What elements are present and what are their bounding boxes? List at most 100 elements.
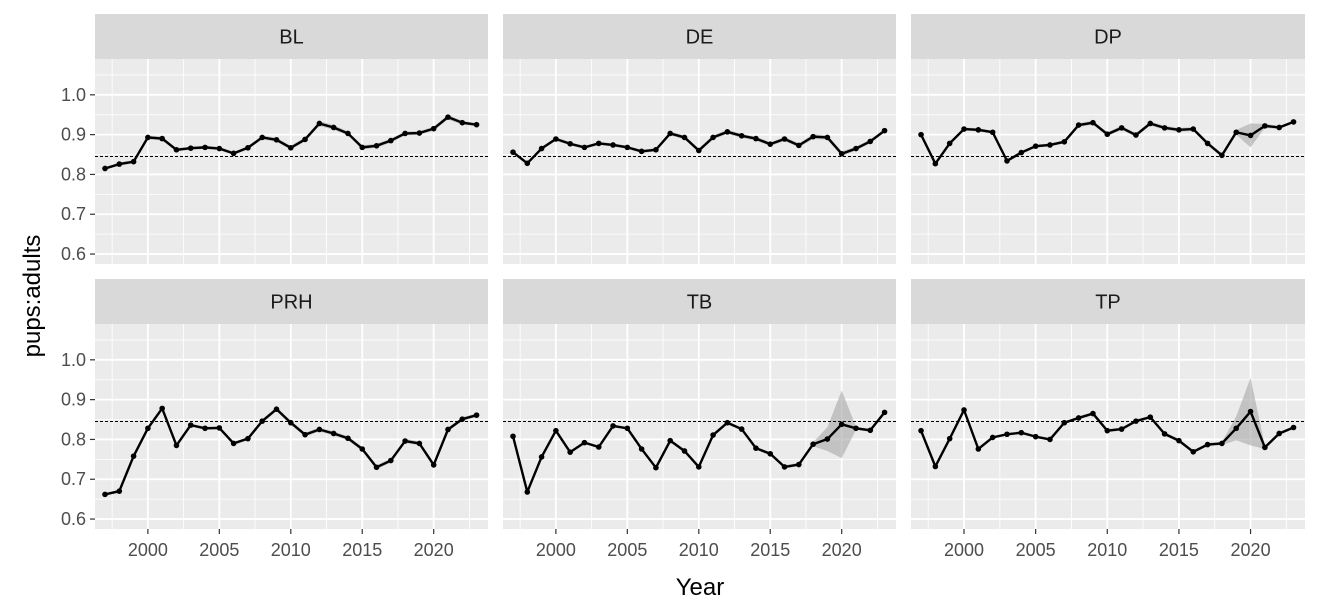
data-point xyxy=(1262,123,1268,129)
data-point xyxy=(932,463,939,470)
data-point xyxy=(1161,125,1168,131)
panel-bl: BL xyxy=(95,14,488,264)
data-point xyxy=(202,144,208,151)
facet-panels: BL DE DP PRH TB TP xyxy=(95,14,1305,529)
data-point xyxy=(975,446,982,452)
data-point xyxy=(173,442,180,449)
data-point xyxy=(738,426,745,432)
data-point xyxy=(1161,431,1168,437)
data-point xyxy=(667,130,674,137)
facet-label: BL xyxy=(279,27,303,49)
data-point xyxy=(1204,140,1211,147)
y-tick-label: 1.0 xyxy=(61,85,86,105)
data-point xyxy=(416,440,423,447)
data-point xyxy=(824,436,831,442)
data-point xyxy=(473,121,480,128)
panel-de: DE xyxy=(503,14,896,264)
data-point xyxy=(738,133,745,139)
data-point xyxy=(116,488,123,494)
y-tick-label: 0.8 xyxy=(61,429,86,449)
data-point xyxy=(330,430,337,437)
data-point xyxy=(216,145,223,152)
data-point xyxy=(1133,132,1139,138)
data-point xyxy=(581,144,588,151)
x-tick-label: 2020 xyxy=(414,540,454,560)
data-point xyxy=(710,134,716,141)
data-point xyxy=(230,440,237,447)
data-point xyxy=(1262,444,1268,451)
data-point xyxy=(1004,158,1010,164)
data-point xyxy=(1147,120,1154,127)
y-tick-label: 0.8 xyxy=(61,164,86,184)
x-tick-label: 2005 xyxy=(607,540,647,560)
panel-dp: DP xyxy=(911,14,1305,264)
data-point xyxy=(681,448,688,454)
y-tick-label: 1.0 xyxy=(61,350,86,370)
data-point xyxy=(932,160,939,167)
data-point xyxy=(918,427,924,434)
x-tick-label: 2015 xyxy=(750,540,790,560)
data-point xyxy=(473,412,480,418)
x-tick-label: 2000 xyxy=(536,540,576,560)
data-point xyxy=(724,419,731,426)
y-tick-label: 0.6 xyxy=(61,244,86,264)
panel-tb: TB xyxy=(503,279,896,529)
data-point xyxy=(459,119,466,126)
data-point xyxy=(273,137,280,143)
facet-label: TB xyxy=(687,292,713,314)
data-point xyxy=(918,131,924,138)
data-point xyxy=(430,462,437,468)
data-point xyxy=(1004,431,1010,438)
data-point xyxy=(187,145,194,151)
data-point xyxy=(961,407,967,413)
data-point xyxy=(1075,415,1082,421)
data-point xyxy=(430,125,437,132)
y-axis-title: pups:adults xyxy=(19,235,46,358)
x-axis-title: Year xyxy=(676,574,725,601)
data-point xyxy=(867,138,874,145)
data-point xyxy=(445,426,451,433)
data-point xyxy=(961,126,967,132)
data-point xyxy=(1133,418,1139,424)
data-point xyxy=(1290,119,1297,125)
data-point xyxy=(1276,430,1283,437)
data-point xyxy=(1032,143,1039,149)
data-point xyxy=(1219,440,1225,447)
panel-prh: PRH xyxy=(95,279,488,529)
data-point xyxy=(1147,414,1154,420)
data-point xyxy=(1190,448,1197,455)
data-point xyxy=(102,491,108,498)
data-point xyxy=(710,432,716,438)
data-point xyxy=(1104,131,1111,138)
data-point xyxy=(810,441,816,448)
data-point xyxy=(1233,129,1240,136)
data-point xyxy=(1018,149,1025,156)
x-tick-label: 2010 xyxy=(679,540,719,560)
data-point xyxy=(553,136,559,142)
data-point xyxy=(581,439,588,446)
data-point xyxy=(130,453,137,459)
data-point xyxy=(1290,424,1297,431)
panel-tp: TP xyxy=(911,279,1305,529)
y-tick-label: 0.9 xyxy=(61,390,86,410)
data-point xyxy=(946,435,953,442)
facet-strip xyxy=(503,14,896,59)
data-point xyxy=(359,446,366,452)
data-point xyxy=(1233,425,1240,432)
series-ribbon xyxy=(921,120,1294,165)
data-point xyxy=(853,425,859,432)
data-point xyxy=(259,134,266,141)
x-tick-label: 2010 xyxy=(271,540,311,560)
data-point xyxy=(810,133,816,140)
data-point xyxy=(838,150,845,157)
data-point xyxy=(245,144,251,151)
facet-strip xyxy=(95,14,488,59)
data-point xyxy=(416,130,423,136)
data-point xyxy=(881,127,888,134)
data-point xyxy=(202,425,208,432)
data-point xyxy=(1190,126,1197,132)
data-point xyxy=(510,433,516,440)
x-tick-label: 2015 xyxy=(1159,540,1199,560)
x-tick-label: 2015 xyxy=(342,540,382,560)
data-point xyxy=(1204,441,1211,448)
